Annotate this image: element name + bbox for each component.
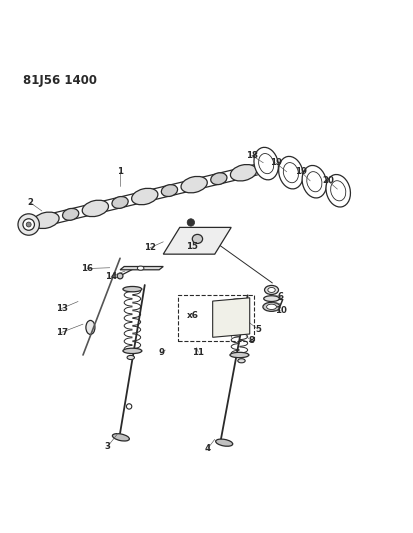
Ellipse shape <box>123 348 142 353</box>
Ellipse shape <box>138 266 144 270</box>
Text: 20: 20 <box>322 176 334 185</box>
Ellipse shape <box>123 286 142 292</box>
Text: 7: 7 <box>278 299 284 308</box>
Ellipse shape <box>263 302 280 311</box>
Ellipse shape <box>307 172 322 192</box>
Text: HOW: HOW <box>230 311 249 317</box>
Text: 81J56 1400: 81J56 1400 <box>23 74 97 87</box>
Ellipse shape <box>259 154 274 174</box>
Text: 15: 15 <box>186 242 198 251</box>
Ellipse shape <box>326 174 351 207</box>
Ellipse shape <box>264 296 279 302</box>
Ellipse shape <box>33 212 59 229</box>
Text: 14: 14 <box>105 272 117 281</box>
Text: 16: 16 <box>81 264 93 273</box>
Ellipse shape <box>267 304 276 310</box>
Text: TO: TO <box>234 320 245 326</box>
Polygon shape <box>213 298 250 337</box>
Text: x6: x6 <box>187 311 199 320</box>
Text: 3: 3 <box>105 442 111 451</box>
Text: 12: 12 <box>144 244 156 253</box>
Ellipse shape <box>62 208 79 220</box>
Text: 19: 19 <box>270 158 282 167</box>
Text: 1: 1 <box>117 167 123 176</box>
Ellipse shape <box>161 184 178 197</box>
Ellipse shape <box>112 197 128 208</box>
Ellipse shape <box>211 173 227 184</box>
Text: 5: 5 <box>255 325 261 334</box>
Ellipse shape <box>230 165 256 181</box>
Ellipse shape <box>238 359 245 363</box>
Ellipse shape <box>236 317 241 322</box>
Ellipse shape <box>187 219 195 226</box>
Polygon shape <box>163 228 231 254</box>
Ellipse shape <box>26 222 31 227</box>
Text: 18: 18 <box>246 151 258 160</box>
Ellipse shape <box>126 404 132 409</box>
Text: 2: 2 <box>27 198 33 207</box>
Ellipse shape <box>181 176 207 193</box>
Ellipse shape <box>230 352 249 358</box>
Text: 10: 10 <box>275 306 287 316</box>
Ellipse shape <box>230 299 249 304</box>
Text: 11: 11 <box>192 348 204 357</box>
Text: 6: 6 <box>278 292 284 301</box>
Text: 17: 17 <box>56 328 68 337</box>
Ellipse shape <box>18 214 39 235</box>
Ellipse shape <box>192 235 203 244</box>
Text: 13: 13 <box>56 304 68 313</box>
Ellipse shape <box>265 286 278 295</box>
Ellipse shape <box>23 219 34 230</box>
Ellipse shape <box>82 200 109 216</box>
Ellipse shape <box>216 439 233 446</box>
Text: 9: 9 <box>158 349 164 358</box>
Ellipse shape <box>268 287 275 293</box>
Ellipse shape <box>112 434 129 441</box>
Ellipse shape <box>127 356 135 360</box>
Polygon shape <box>120 266 163 270</box>
Ellipse shape <box>132 188 158 205</box>
Ellipse shape <box>279 156 303 189</box>
Text: 4: 4 <box>205 444 211 453</box>
Text: 8: 8 <box>249 336 255 345</box>
Text: 19: 19 <box>295 167 307 176</box>
Ellipse shape <box>331 181 346 201</box>
Ellipse shape <box>283 163 299 183</box>
Ellipse shape <box>254 147 278 180</box>
Ellipse shape <box>117 273 123 279</box>
Ellipse shape <box>302 165 327 198</box>
Ellipse shape <box>86 320 95 334</box>
